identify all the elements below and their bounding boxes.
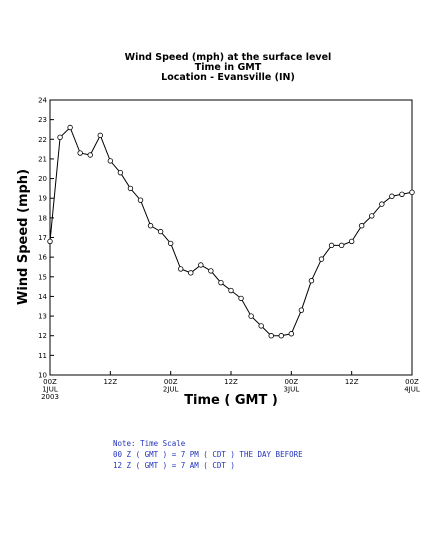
y-tick-label: 23 <box>38 116 47 124</box>
plot-area-frame <box>49 99 413 376</box>
data-point <box>188 270 194 276</box>
chart-title-line-1: Wind Speed (mph) at the surface level <box>125 52 332 63</box>
series-line <box>49 126 413 337</box>
data-point <box>348 238 355 245</box>
x-tick-label: 12Z <box>103 378 117 386</box>
data-point <box>198 262 204 268</box>
data-point <box>117 169 124 176</box>
chart-title-line-3: Location - Evansville (IN) <box>161 72 295 83</box>
y-tick-label: 20 <box>38 175 47 183</box>
x-tick-label: 2JUL <box>163 386 179 394</box>
data-point <box>87 152 93 158</box>
y-tick-label: 21 <box>38 155 47 163</box>
data-point <box>308 278 315 284</box>
y-axis-ticks: 10 11 12 13 14 15 16 17 18 19 20 21 22 23 24 <box>38 97 54 380</box>
y-tick-label: 19 <box>38 195 47 203</box>
wind-speed-series <box>47 124 415 339</box>
x-tick-label: 1JUL <box>42 386 58 394</box>
data-point <box>137 197 144 203</box>
data-point <box>369 213 375 219</box>
y-tick-label: 18 <box>38 214 47 222</box>
x-tick-label: 00Z <box>43 378 57 386</box>
y-tick-label: 10 <box>38 372 47 380</box>
x-tick-label: 12Z <box>224 378 238 386</box>
data-point <box>248 313 254 319</box>
data-point <box>57 134 63 141</box>
y-tick-label: 22 <box>38 136 47 144</box>
data-point <box>97 132 103 139</box>
data-point <box>328 242 335 249</box>
data-point <box>399 191 405 197</box>
data-point <box>178 266 184 272</box>
y-tick-label: 13 <box>38 313 47 321</box>
data-point <box>278 333 284 339</box>
x-tick-label: 00Z <box>284 378 298 386</box>
y-tick-label: 24 <box>38 97 47 105</box>
x-tick-label: 2003 <box>41 393 59 401</box>
y-tick-label: 15 <box>38 273 47 281</box>
data-point <box>77 150 83 156</box>
data-point <box>258 323 264 329</box>
y-tick-label: 11 <box>38 352 47 360</box>
data-point <box>218 279 224 286</box>
data-point <box>318 256 325 262</box>
data-point <box>157 228 164 235</box>
data-point <box>67 124 73 131</box>
data-point <box>379 201 385 207</box>
data-point <box>127 185 134 192</box>
data-point <box>208 268 214 274</box>
y-axis-label: Wind Speed (mph) <box>16 169 31 305</box>
x-tick-label: 12Z <box>345 378 359 386</box>
data-point <box>389 193 395 199</box>
data-point <box>47 238 53 245</box>
data-point <box>288 331 295 337</box>
data-point <box>228 287 234 294</box>
data-point <box>338 242 345 249</box>
data-point <box>147 223 154 229</box>
y-tick-label: 17 <box>38 234 47 242</box>
time-scale-note-title: Note: Time Scale <box>113 439 186 448</box>
chart-title-line-2: Time in GMT <box>195 62 262 73</box>
data-point <box>359 223 365 229</box>
x-tick-label: 4JUL <box>404 386 420 394</box>
data-point <box>107 158 114 164</box>
time-scale-note-12z: 12 Z ( GMT ) = 7 AM ( CDT ) <box>113 461 235 470</box>
x-tick-label: 00Z <box>164 378 178 386</box>
x-tick-label: 3JUL <box>284 386 300 394</box>
y-tick-label: 16 <box>38 254 47 262</box>
x-axis-label: Time ( GMT ) <box>184 393 278 408</box>
x-tick-label: 00Z <box>405 378 419 386</box>
data-point <box>167 240 174 247</box>
time-scale-note-00z: 00 Z ( GMT ) = 7 PM ( CDT ) THE DAY BEFO… <box>113 450 303 459</box>
y-tick-label: 14 <box>38 293 47 301</box>
y-tick-label: 12 <box>38 332 47 340</box>
data-point <box>268 333 274 339</box>
data-point <box>238 295 244 302</box>
data-point <box>409 189 415 196</box>
data-point <box>298 307 305 313</box>
